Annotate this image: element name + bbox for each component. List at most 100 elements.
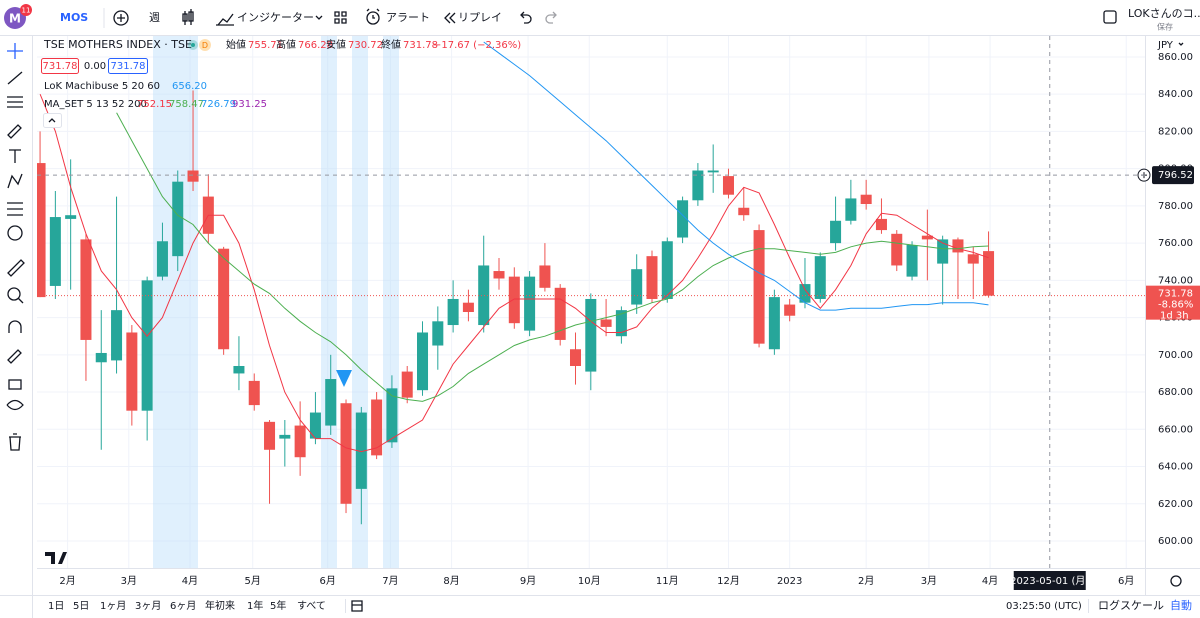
ohlc-label: 始値 xyxy=(226,38,246,51)
collapse-button[interactable] xyxy=(43,113,62,128)
trend-tool[interactable] xyxy=(7,71,23,85)
lock-draw[interactable] xyxy=(7,349,22,364)
magnet-tool[interactable] xyxy=(8,320,22,333)
candle-body xyxy=(738,207,750,216)
candle-body xyxy=(692,170,704,201)
candle-body xyxy=(156,241,168,277)
indicators[interactable]: インジケーター xyxy=(237,11,314,24)
candle-body xyxy=(753,230,765,344)
candle-body xyxy=(906,244,918,277)
log-scale[interactable]: ログスケール xyxy=(1098,598,1164,612)
highlight-band xyxy=(321,36,337,568)
clock[interactable]: 03:25:50 (UTC) xyxy=(1006,601,1082,612)
range-button[interactable]: すべて xyxy=(297,600,326,612)
candle-body xyxy=(432,321,444,346)
undo[interactable] xyxy=(520,11,532,24)
symbol[interactable]: MOS xyxy=(60,11,88,24)
bid-box[interactable] xyxy=(41,58,79,74)
range-button[interactable]: 1ヶ月 xyxy=(100,600,126,612)
settings[interactable] xyxy=(1170,575,1182,587)
candle-body xyxy=(49,217,61,286)
highlight-band xyxy=(383,36,399,568)
indicator-icon xyxy=(216,13,234,26)
fib-tool[interactable] xyxy=(7,96,23,108)
x-tick-label: 10月 xyxy=(578,575,601,587)
x-tick-label: 4月 xyxy=(982,575,998,587)
chevron xyxy=(315,15,323,20)
indicator-value: 656.20 xyxy=(172,81,207,92)
interval[interactable]: 週 xyxy=(149,11,160,24)
alert[interactable]: アラート xyxy=(386,11,430,24)
x-tick-label: 9月 xyxy=(520,575,536,587)
redo[interactable] xyxy=(545,11,557,24)
currency[interactable]: JPY xyxy=(1157,40,1174,51)
candle-body xyxy=(952,239,964,253)
countdown: 1d 3h xyxy=(1160,311,1189,322)
emoji-tool[interactable] xyxy=(7,225,23,241)
candle-body xyxy=(845,198,857,221)
eye-tool[interactable] xyxy=(6,399,24,411)
indicator-name: LoK Machibuse 5 20 60 xyxy=(44,81,160,92)
candle-body xyxy=(799,284,811,303)
zoom-tool[interactable] xyxy=(7,287,21,301)
candle-body xyxy=(937,239,949,264)
ruler-tool[interactable] xyxy=(7,259,25,277)
candle-body xyxy=(187,170,199,182)
candle-body xyxy=(294,425,306,458)
candle-body xyxy=(248,380,260,406)
layout-name[interactable]: LOKさんのコ... xyxy=(1128,7,1200,20)
lock-tool[interactable] xyxy=(8,379,22,390)
candle-body xyxy=(371,399,383,456)
last-price-box xyxy=(1146,285,1200,320)
date-range[interactable] xyxy=(351,600,363,612)
candle-body xyxy=(967,254,979,264)
replay[interactable]: リプレイ xyxy=(458,11,502,24)
candle-body xyxy=(661,241,673,299)
d-label: D xyxy=(202,41,208,50)
trash-tool[interactable] xyxy=(9,433,21,451)
last-change: -8.86% xyxy=(1158,300,1193,311)
crosshair-price-box xyxy=(1152,166,1194,185)
range-button[interactable]: 5年 xyxy=(270,599,286,612)
range-button[interactable]: 5日 xyxy=(73,601,89,612)
candle-body xyxy=(569,349,582,366)
forecast-tool[interactable] xyxy=(7,202,23,216)
save[interactable]: 保存 xyxy=(1157,22,1173,32)
x-tick-label: 6月 xyxy=(319,575,335,587)
x-tick-label: 3月 xyxy=(921,575,937,587)
candle-body xyxy=(95,352,107,363)
candle-body xyxy=(554,287,566,340)
x-tick-label: 7月 xyxy=(382,575,398,587)
ma-line xyxy=(116,112,989,402)
indicator-value: 758.47 xyxy=(169,99,204,110)
range-button[interactable]: 年初来 xyxy=(205,599,235,612)
layouts[interactable] xyxy=(334,11,347,24)
candle-body xyxy=(677,200,689,238)
candle-body xyxy=(646,256,658,299)
tv-logo xyxy=(45,552,67,564)
y-tick-label: 680.00 xyxy=(1158,387,1193,398)
crosshair-tool[interactable] xyxy=(7,43,23,59)
ask-box[interactable] xyxy=(108,58,148,74)
avatar[interactable] xyxy=(4,7,26,29)
crosshair-price: 796.52 xyxy=(1158,170,1193,181)
range-button[interactable]: 3ヶ月 xyxy=(135,600,161,612)
candle-body xyxy=(340,403,352,504)
layout-icon[interactable] xyxy=(1103,10,1117,24)
candle-body xyxy=(462,302,474,313)
candle-body xyxy=(172,181,184,257)
ohlc-label: 高値 xyxy=(276,38,296,51)
range-button[interactable]: 6ヶ月 xyxy=(170,600,196,612)
axes: 600.00620.00640.00660.00680.00700.00720.… xyxy=(59,52,1200,590)
text-tool[interactable] xyxy=(9,149,21,163)
ohlc-value: 731.78 xyxy=(403,40,438,51)
range-button[interactable]: 1日 xyxy=(48,601,64,612)
chart-type[interactable] xyxy=(182,9,194,25)
x-tick-label: 6月 xyxy=(1118,575,1134,587)
pattern-tool[interactable] xyxy=(7,173,23,189)
auto-scale[interactable]: 自動 xyxy=(1170,598,1192,612)
chevron xyxy=(1178,42,1184,46)
range-button[interactable]: 1年 xyxy=(247,599,263,612)
brush-tool[interactable] xyxy=(7,124,22,139)
add-symbol[interactable] xyxy=(113,10,129,26)
